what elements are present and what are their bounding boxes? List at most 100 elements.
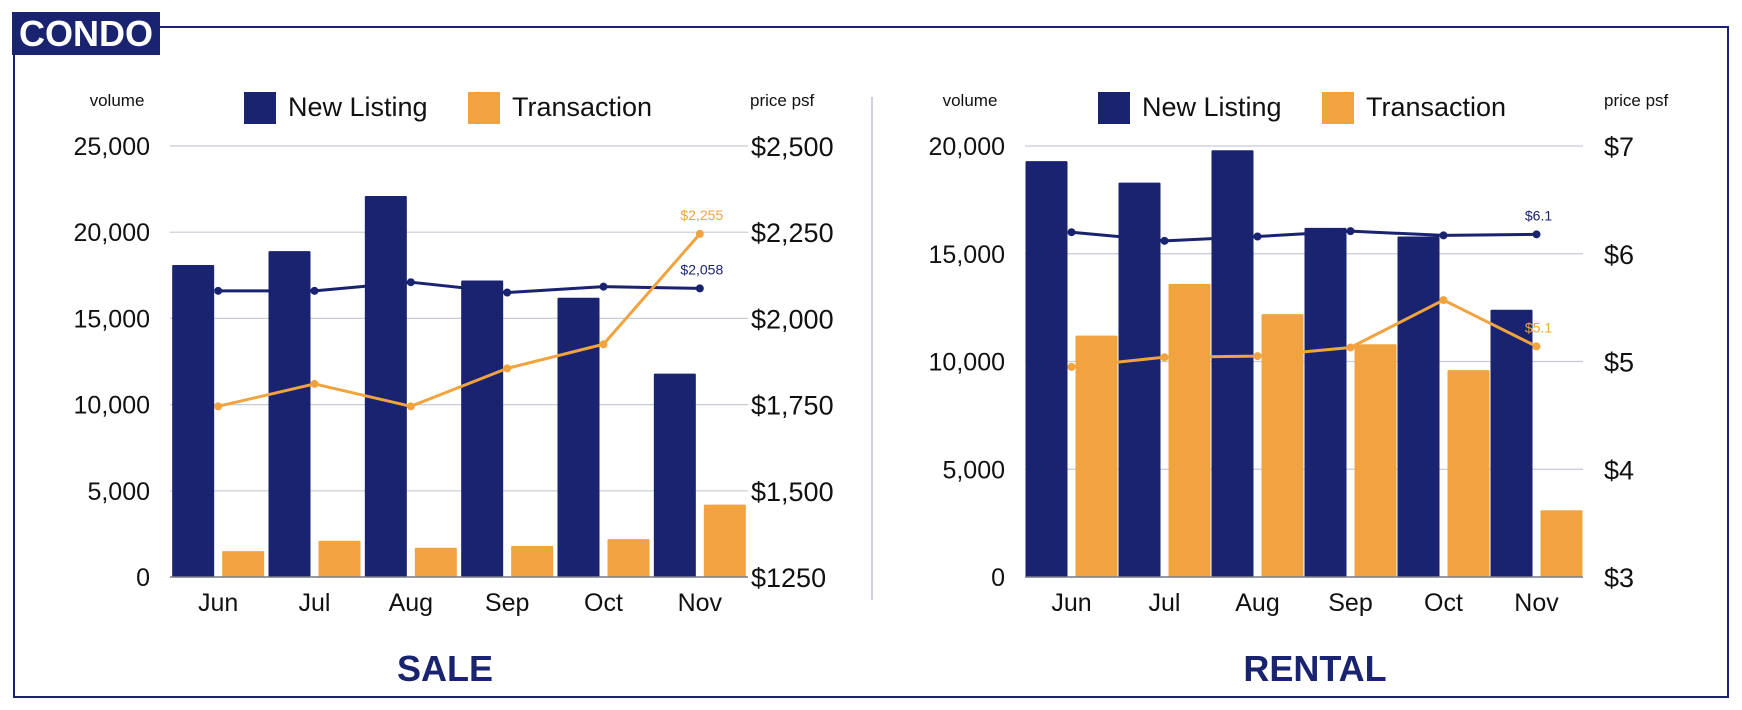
rental-bar-new-listing [1025, 161, 1068, 577]
sale-line-point-orange [310, 379, 319, 388]
sale-category-label: Jun [198, 589, 238, 617]
rental-right-tick-label: $5 [1604, 348, 1634, 378]
rental-category-label: Nov [1514, 589, 1559, 617]
rental-line-point-navy [1532, 230, 1541, 239]
sale-right-tick-label: $2,500 [751, 132, 834, 162]
rental-bar-new-listing [1397, 236, 1440, 577]
rental-legend-label: New Listing [1142, 92, 1282, 122]
chart-frame [13, 26, 1729, 698]
rental-right-tick-label: $6 [1604, 240, 1634, 270]
rental-left-axis-label: volume [943, 91, 998, 110]
sale-line-orange [217, 232, 701, 408]
sale-right-axis-label: price psf [750, 91, 815, 110]
sale-category-label: Sep [485, 589, 529, 617]
sale-bar-new-listing [172, 264, 215, 577]
sale-bar-transaction [414, 547, 457, 577]
sale-line-point-navy [406, 278, 415, 287]
rental-left-tick-label: 15,000 [929, 241, 1005, 269]
rental-bar-transaction [1168, 283, 1211, 577]
sale-bar-new-listing [268, 251, 311, 577]
rental-category-label: Jun [1051, 589, 1091, 617]
sale-legend-label: Transaction [512, 92, 652, 122]
rental-line-end-label-orange: $5.1 [1525, 319, 1552, 335]
rental-line-point-navy [1253, 232, 1262, 241]
sale-line-point-orange [695, 229, 704, 238]
rental-bar-new-listing [1490, 309, 1533, 577]
rental-line-point-navy [1160, 236, 1169, 245]
sale-right-tick-label: $2,000 [751, 304, 834, 334]
sale-line-point-orange [503, 364, 512, 373]
sale-bar-transaction [511, 545, 554, 577]
sale-line-end-label-orange: $2,255 [680, 207, 723, 223]
sale-right-tick-label: $2,250 [751, 218, 834, 248]
rental-bar-transaction [1447, 370, 1490, 577]
rental-line-point-orange [1532, 342, 1541, 351]
sale-category-label: Jul [299, 589, 331, 617]
sale-right-tick-label: $1250 [751, 563, 826, 593]
sale-left-tick-label: 0 [136, 564, 150, 592]
sale-bar-transaction [318, 540, 361, 577]
rental-line-point-navy [1346, 227, 1355, 236]
rental-left-tick-label: 0 [991, 564, 1005, 592]
rental-line-point-orange [1067, 362, 1076, 371]
sale-line-point-navy [695, 284, 704, 293]
rental-line-navy [1071, 229, 1537, 243]
sale-bar-new-listing [557, 297, 600, 577]
sale-bar-transaction [607, 539, 650, 577]
rental-category-label: Sep [1328, 589, 1372, 617]
sale-line-point-navy [599, 282, 608, 291]
sale-line-point-orange [599, 340, 608, 349]
rental-legend-swatch-new-listing [1098, 92, 1130, 124]
rental-bar-new-listing [1304, 227, 1347, 577]
sale-line-point-navy [310, 286, 319, 295]
sale-left-tick-label: 10,000 [74, 392, 150, 420]
rental-bar-transaction [1075, 335, 1118, 577]
sale-bar-new-listing [364, 195, 407, 577]
sale-panel-title: SALE [397, 648, 493, 689]
sale-line-navy [218, 280, 700, 295]
rental-category-label: Oct [1424, 589, 1463, 617]
rental-legend-label: Transaction [1366, 92, 1506, 122]
rental-line-end-label-navy: $6.1 [1525, 207, 1552, 223]
sale-line-end-label-navy: $2,058 [680, 261, 723, 277]
sale-legend-label: New Listing [288, 92, 428, 122]
rental-legend-swatch-transaction [1322, 92, 1354, 124]
rental-line-orange [1071, 298, 1538, 369]
rental-left-tick-label: 20,000 [929, 133, 1005, 161]
rental-category-label: Jul [1149, 589, 1181, 617]
rental-bar-new-listing [1118, 182, 1161, 577]
rental-line-point-orange [1439, 296, 1448, 305]
rental-bar-new-listing [1211, 150, 1254, 577]
sale-bar-transaction [703, 504, 746, 577]
sale-left-axis-label: volume [90, 91, 145, 110]
rental-line-point-orange [1253, 352, 1262, 361]
sale-left-tick-label: 5,000 [87, 478, 150, 506]
sale-category-label: Nov [678, 589, 723, 617]
rental-left-tick-label: 5,000 [942, 456, 1005, 484]
sale-right-tick-label: $1,750 [751, 391, 834, 421]
sale-category-label: Aug [389, 589, 433, 617]
rental-left-tick-label: 10,000 [929, 349, 1005, 377]
rental-right-tick-label: $4 [1604, 455, 1634, 485]
rental-bar-transaction [1354, 344, 1397, 577]
sale-legend-swatch-transaction [468, 92, 500, 124]
sale-line-point-orange [406, 402, 415, 411]
sale-category-label: Oct [584, 589, 623, 617]
sale-line-point-orange [214, 402, 223, 411]
sale-bar-new-listing [461, 280, 504, 577]
rental-right-tick-label: $7 [1604, 132, 1634, 162]
sale-line-point-navy [503, 288, 512, 297]
rental-right-tick-label: $3 [1604, 563, 1634, 593]
sale-legend-swatch-new-listing [244, 92, 276, 124]
rental-bar-transaction [1261, 314, 1304, 577]
sale-bar-new-listing [653, 373, 696, 577]
rental-category-label: Aug [1235, 589, 1279, 617]
rental-right-axis-label: price psf [1604, 91, 1669, 110]
rental-panel-title: RENTAL [1243, 648, 1386, 689]
sale-right-tick-label: $1,500 [751, 477, 834, 507]
rental-line-point-navy [1439, 231, 1448, 240]
sale-left-tick-label: 20,000 [74, 219, 150, 247]
rental-line-point-orange [1346, 343, 1355, 352]
condo-badge: CONDO [12, 12, 160, 55]
